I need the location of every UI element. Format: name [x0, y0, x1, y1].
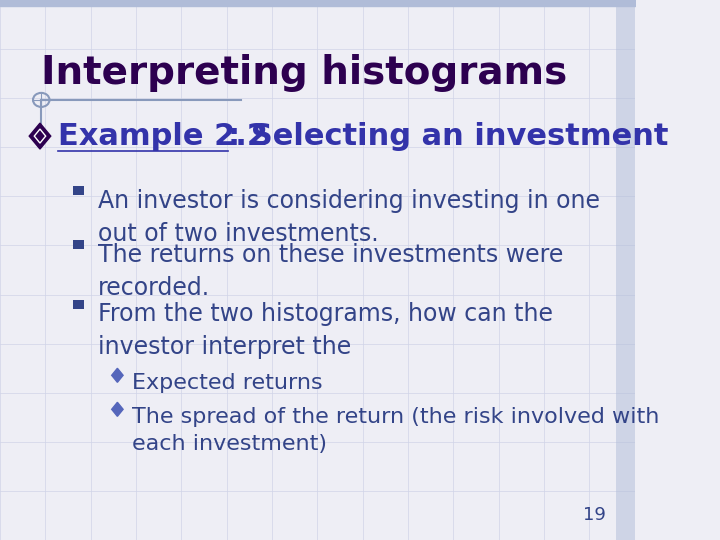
Text: Expected returns: Expected returns: [132, 373, 323, 393]
Text: Example 2.2: Example 2.2: [58, 122, 269, 151]
Text: An investor is considering investing in one
out of two investments.: An investor is considering investing in …: [99, 189, 600, 246]
Bar: [616, 0, 634, 540]
Text: The returns on these investments were
recorded.: The returns on these investments were re…: [99, 243, 564, 300]
Text: The spread of the return (the risk involved with
each investment): The spread of the return (the risk invol…: [132, 407, 660, 454]
Polygon shape: [112, 402, 123, 416]
Text: 19: 19: [583, 506, 606, 524]
Polygon shape: [30, 123, 51, 149]
Bar: [73, 300, 84, 309]
Polygon shape: [112, 368, 123, 382]
Text: Interpreting histograms: Interpreting histograms: [41, 54, 567, 92]
Text: : Selecting an investment: : Selecting an investment: [228, 122, 669, 151]
Text: From the two histograms, how can the
investor interpret the: From the two histograms, how can the inv…: [99, 302, 554, 359]
Bar: [73, 240, 84, 249]
Bar: [73, 186, 84, 195]
